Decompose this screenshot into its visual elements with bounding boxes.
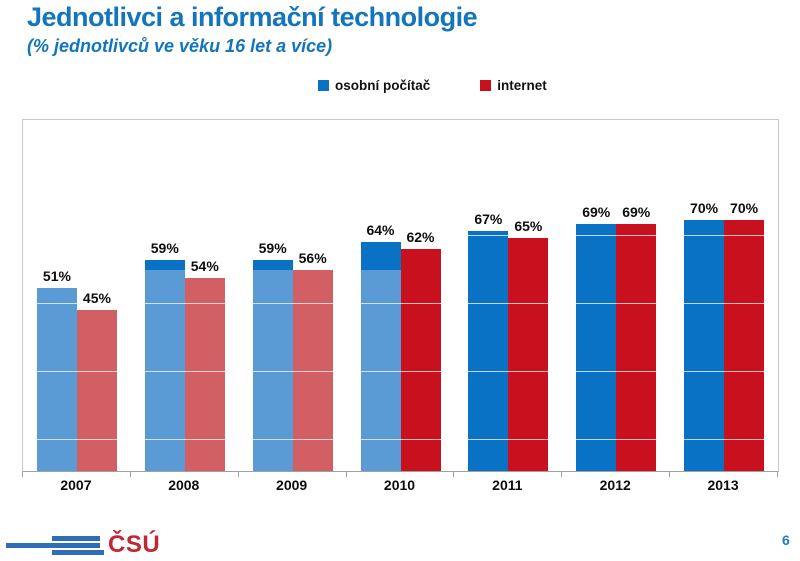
axis-tick — [22, 472, 23, 477]
year-label-2013: 2013 — [707, 477, 739, 493]
bar-value-label: 59% — [258, 239, 287, 256]
legend-item-pc: osobní počítač — [318, 78, 430, 93]
bar-value-label: 56% — [298, 250, 327, 267]
axis-tick — [345, 472, 347, 477]
bar-internet-2007 — [76, 309, 117, 471]
pc-series-swatch-icon — [318, 80, 329, 91]
bar-value-label: 69% — [622, 203, 651, 220]
gridline — [23, 370, 778, 372]
bar-pc-2008 — [144, 259, 185, 471]
page-subtitle: (% jednotlivců ve věku 16 let a více) — [27, 36, 333, 56]
bar-pc-2013 — [684, 220, 725, 471]
bar-value-label: 70% — [690, 200, 719, 217]
bar-value-label: 64% — [366, 221, 395, 238]
gridline — [23, 302, 778, 304]
chart-legend: osobní počítač internet — [318, 78, 547, 93]
internet-series-swatch-icon — [480, 80, 492, 91]
logo-stripes-icon — [52, 550, 104, 555]
csu-logo: ČSÚ — [6, 531, 176, 559]
year-label-2012: 2012 — [599, 477, 631, 493]
bar-pc-2010 — [360, 241, 401, 471]
gridline — [23, 234, 778, 236]
logo-stripes-icon — [6, 543, 100, 548]
bar-pc-2007 — [36, 288, 77, 471]
axis-tick — [129, 472, 131, 477]
bar-value-label: 59% — [150, 239, 179, 256]
page-number: 6 — [782, 532, 790, 548]
bar-value-label: 62% — [406, 228, 435, 245]
legend-item-label: osobní počítač — [335, 78, 431, 93]
axis-tick — [237, 472, 239, 477]
bar-pc-2012 — [576, 223, 617, 471]
bar-internet-2013 — [724, 220, 765, 471]
year-label-2007: 2007 — [60, 477, 92, 493]
bar-value-label: 45% — [82, 289, 111, 306]
bar-pc-2011 — [468, 231, 509, 471]
axis-tick — [777, 472, 778, 477]
bar-internet-2008 — [184, 277, 225, 471]
year-label-2008: 2008 — [168, 477, 200, 493]
logo-stripes-icon — [52, 536, 100, 541]
bar-value-label: 70% — [730, 200, 759, 217]
bar-internet-2011 — [508, 238, 549, 471]
legend-item-label: internet — [497, 78, 547, 93]
axis-tick — [669, 472, 671, 477]
page-title: Jednotlivci a informační technologie — [27, 2, 478, 32]
bar-value-label: 69% — [582, 203, 611, 220]
axis-tick — [453, 472, 455, 477]
bar-pc-dark-cap — [252, 259, 293, 271]
bar-pc-dark-cap — [360, 241, 401, 271]
bar-internet-2010 — [400, 248, 441, 471]
bar-value-label: 51% — [42, 268, 71, 285]
plot-area: 51% 45% 59% 54% 59% 56% 64% 62% 67% 65% 69% 69% 70% 7… — [22, 119, 779, 472]
bar-pc-2009 — [252, 259, 293, 471]
year-label-2009: 2009 — [276, 477, 308, 493]
logo-text: ČSÚ — [108, 531, 161, 558]
bar-value-label: 67% — [474, 211, 503, 228]
gridline — [23, 438, 778, 440]
year-label-2011: 2011 — [492, 477, 523, 493]
bar-value-label: 65% — [514, 218, 543, 235]
bar-pc-dark-cap — [144, 259, 185, 271]
year-label-2010: 2010 — [383, 477, 416, 493]
legend-item-internet: internet — [480, 78, 547, 93]
bar-internet-2012 — [616, 223, 657, 471]
x-axis-labels: 2007 2008 2009 2010 2011 2012 2013 — [22, 477, 779, 497]
axis-tick — [561, 472, 563, 477]
bar-value-label: 54% — [190, 257, 219, 274]
